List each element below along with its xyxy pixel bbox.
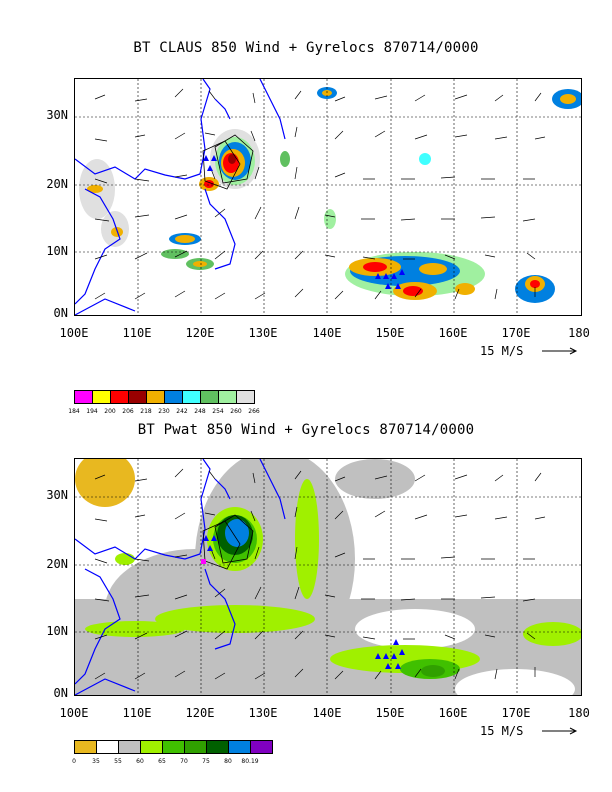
panel2-coastlines — [75, 459, 286, 695]
panel2-lon-110e: 110E — [122, 706, 152, 720]
panel2-legend-label: 65 — [158, 758, 166, 765]
panel2-scale-label: 15 M/S — [480, 724, 523, 738]
panel1-swatch-10 — [236, 390, 255, 404]
panel1-swatch-2 — [92, 390, 111, 404]
panel1-legend-label: 184 — [68, 408, 80, 415]
panel2-gyre-markers — [203, 535, 405, 669]
panel1-map-svg — [75, 79, 581, 315]
panel1-legend-label: 194 — [86, 408, 98, 415]
panel1-lat-20n: 20N — [46, 177, 68, 191]
panel2-legend-label: 80.19 — [241, 758, 259, 765]
panel2-lon-120e: 120E — [185, 706, 215, 720]
panel1-wind-vectors — [94, 88, 546, 300]
panel2-lon-180: 180 — [568, 706, 590, 720]
panel1-swatch-7 — [182, 390, 201, 404]
panel2-legend-label: 70 — [180, 758, 188, 765]
panel2-lat-30n: 30N — [46, 488, 68, 502]
panel2-swatch-2 — [96, 740, 119, 754]
panel1-swatch-6 — [164, 390, 183, 404]
panel2-pwat-field — [75, 459, 581, 695]
panel2-title: BT Pwat 850 Wind + Gyrelocs 870714/0000 — [137, 422, 475, 438]
panel1-lat-30n: 30N — [46, 108, 68, 122]
panel1-grid — [75, 79, 581, 315]
panel1-map — [74, 78, 582, 316]
panel1-legend-label: 266 — [248, 408, 260, 415]
panel1-colorbar: 184 194 200 206 218 230 242 248 254 260 … — [68, 390, 260, 418]
panel2-swatch-3 — [118, 740, 141, 754]
panel2-lon-160e: 160E — [438, 706, 468, 720]
panel1-cloud-field — [79, 87, 581, 303]
panel2-swatch-6 — [184, 740, 207, 754]
panel1-swatch-3 — [110, 390, 129, 404]
panel1-scale-arrow — [542, 347, 578, 355]
panel1-swatch-8 — [200, 390, 219, 404]
panel1-lat-0n: 0N — [53, 306, 68, 320]
panel2-lon-100e: 100E — [59, 706, 89, 720]
panel2-lat-0n: 0N — [53, 686, 68, 700]
panel2-scale-arrow — [542, 727, 578, 735]
panel2-legend-label: 75 — [202, 758, 210, 765]
panel2-swatch-9 — [250, 740, 273, 754]
panel1-swatch-4 — [128, 390, 147, 404]
panel1-lon-170e: 170E — [501, 326, 531, 340]
panel1-lon-160e: 160E — [438, 326, 468, 340]
panel2-swatch-1 — [74, 740, 97, 754]
panel1-scale-text: 15 M/S — [480, 344, 524, 358]
panel1-legend-label: 254 — [212, 408, 224, 415]
panel1-lon-120e: 120E — [185, 326, 215, 340]
panel1-swatch-1 — [74, 390, 93, 404]
panel2-swatch-5 — [162, 740, 185, 754]
panel1-lon-130e: 130E — [248, 326, 278, 340]
panel2-colorbar: 0 35 55 60 65 70 75 80 80.19 — [72, 740, 274, 768]
panel1-lon-110e: 110E — [122, 326, 152, 340]
panel1-lon-100e: 100E — [59, 326, 89, 340]
panel2-swatch-4 — [140, 740, 163, 754]
panel2-magenta-marker — [201, 559, 206, 564]
panel2-lat-10n: 10N — [46, 624, 68, 638]
panel1-title: BT CLAUS 850 Wind + Gyrelocs 870714/0000 — [133, 40, 479, 56]
panel1-legend-label: 260 — [230, 408, 242, 415]
panel1-legend-label: 200 — [104, 408, 116, 415]
panel1-lon-180: 180 — [568, 326, 590, 340]
panel2-map — [74, 458, 582, 696]
panel2-swatch-7 — [206, 740, 229, 754]
panel2-lon-130e: 130E — [248, 706, 278, 720]
panel2-grid — [75, 459, 581, 695]
panel1-lon-140e: 140E — [312, 326, 342, 340]
panel1-gyre-boxes — [202, 134, 254, 190]
panel2-scale-text: 15 M/S — [480, 724, 524, 738]
panel2-legend-label: 60 — [136, 758, 144, 765]
panel2-map-svg — [75, 459, 581, 695]
panel2-lon-150e: 150E — [375, 706, 405, 720]
panel1-gyre-markers — [203, 155, 405, 289]
panel2-legend-label: 35 — [92, 758, 100, 765]
panel2-gyre-boxes — [202, 514, 254, 570]
panel2-lon-170e: 170E — [501, 706, 531, 720]
panel1-swatch-9 — [218, 390, 237, 404]
panel2-lat-20n: 20N — [46, 557, 68, 571]
panel1-scale-label: 15 M/S — [480, 344, 523, 358]
panel1-legend-label: 248 — [194, 408, 206, 415]
panel2-legend-label: 55 — [114, 758, 122, 765]
panel1-swatch-5 — [146, 390, 165, 404]
panel2-lon-140e: 140E — [312, 706, 342, 720]
panel2-legend-label: 80 — [224, 758, 232, 765]
panel1-legend-label: 218 — [140, 408, 152, 415]
panel1-lon-150e: 150E — [375, 326, 405, 340]
panel2-wind-vectors — [94, 468, 546, 680]
panel2-legend-label: 0 — [72, 758, 76, 765]
panel1-legend-label: 230 — [158, 408, 170, 415]
panel1-legend-label: 206 — [122, 408, 134, 415]
panel1-lat-10n: 10N — [46, 244, 68, 258]
panel2-swatch-8 — [228, 740, 251, 754]
panel1-legend-label: 242 — [176, 408, 188, 415]
